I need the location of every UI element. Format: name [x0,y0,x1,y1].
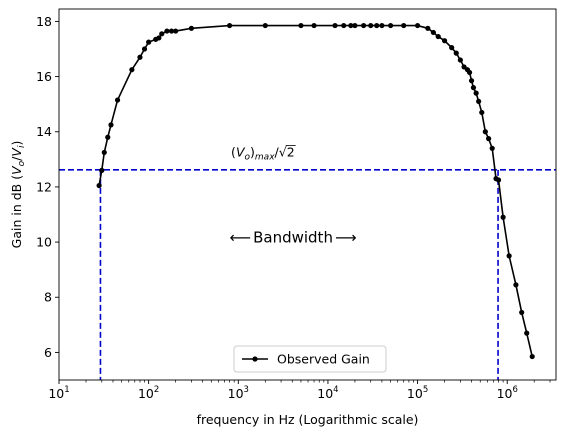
data-point [470,85,477,91]
data-point [457,57,463,63]
data-point [468,78,475,84]
data-point [489,145,495,151]
y-tick-label: 14 [36,124,52,139]
y-tick-label: 12 [36,179,52,194]
data-point [137,54,143,60]
series-layer [96,22,535,360]
x-tick-label: 104 [317,385,338,401]
data-point [524,330,530,336]
x-tick-label: 105 [407,385,428,401]
y-axis-label: Gain in dB (Vo/Vi) [9,141,27,249]
legend-marker [252,356,258,362]
reference-lines [59,169,556,380]
y-tick-label: 16 [36,69,52,84]
data-point [105,134,111,140]
data-point [519,309,525,316]
data-point [466,69,473,76]
data-point [414,22,421,29]
data-point [332,22,338,29]
data-point [129,67,135,73]
x-axis-label: frequency in Hz (Logarithmic scale) [197,412,419,427]
data-point [529,353,535,360]
data-point [453,50,459,56]
data-point [388,22,394,29]
legend-box [233,345,387,373]
x-tick-label: 102 [138,385,159,401]
data-point [486,136,492,142]
plot-frame [58,8,557,381]
data-point [108,122,114,128]
legend: Observed Gain [233,345,387,373]
data-point [476,98,482,105]
data-point [379,22,385,29]
data-point [401,22,407,29]
legend-label: Observed Gain [277,352,370,367]
x-tick-label: 101 [48,385,69,401]
x-axis-ticks: 101 102 103 104 105 106 [48,380,551,401]
data-point [348,22,354,29]
data-point [164,28,170,34]
data-point [361,22,367,29]
data-point [482,129,488,135]
data-point [374,22,380,29]
data-point [513,282,519,288]
data-point [227,22,233,29]
data-point [441,38,448,44]
bandwidth-annotation: ⟵ Bandwidth ⟶ [230,229,357,247]
data-point [430,29,436,36]
data-point [500,214,506,220]
data-point [96,182,102,189]
data-point [99,167,105,173]
data-point [449,45,455,51]
y-tick-label: 10 [36,235,52,250]
data-point [141,46,148,52]
data-point [298,22,304,29]
data-point [473,90,479,96]
y-tick-label: 8 [44,290,52,305]
x-tick-label: 103 [228,385,249,401]
data-point [156,35,162,41]
y-axis-ticks: 6 8 10 12 14 16 18 [36,14,59,360]
data-point [114,97,121,103]
data-point [479,109,485,116]
data-point [341,22,347,29]
data-point [159,31,165,37]
data-point [101,149,107,156]
series-line [98,24,533,357]
data-point [506,253,512,259]
data-point [168,28,175,34]
data-point [435,33,441,40]
data-point [262,22,268,29]
data-point [425,25,431,31]
data-point [311,22,317,29]
y-tick-label: 18 [36,14,52,29]
x-tick-label: 106 [497,385,518,401]
data-point [146,39,152,45]
data-point [368,22,374,29]
data-point [173,28,179,34]
half-power-annotation: (Vo)max/√2 [231,145,295,163]
data-point [352,22,358,29]
data-point [495,177,502,183]
data-point [188,25,195,31]
y-tick-label: 6 [44,345,52,360]
